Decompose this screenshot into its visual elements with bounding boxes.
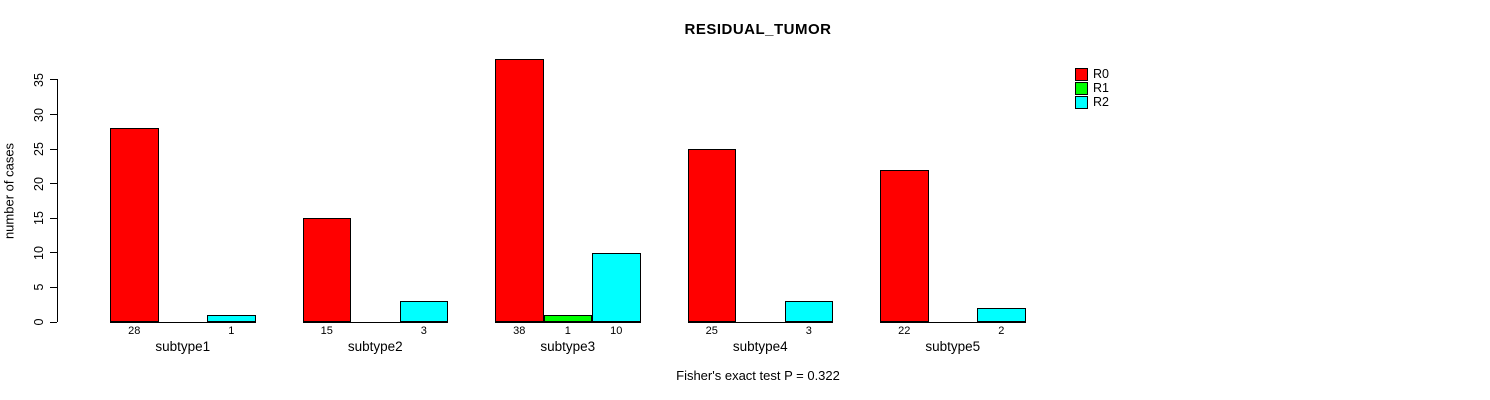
x-category-label: subtype3	[540, 339, 596, 354]
bar-value-label: 38	[513, 324, 526, 337]
bar-value-label: 1	[228, 324, 235, 337]
bar-value-label: 3	[805, 324, 812, 337]
chart-title: RESIDUAL_TUMOR	[684, 21, 832, 38]
y-tick	[50, 252, 57, 254]
bar-value-label: 2	[998, 324, 1005, 337]
legend-swatch-r2	[1075, 95, 1088, 109]
legend-item-r0: R0	[1075, 67, 1109, 81]
bar-value-label: 25	[705, 324, 718, 337]
y-tick	[50, 183, 57, 185]
bar-value-label: 1	[564, 324, 571, 337]
y-tick	[50, 217, 57, 219]
y-tick	[50, 79, 57, 81]
group-baseline	[110, 321, 256, 323]
bar-value-label: 10	[610, 324, 623, 337]
bar-value-label: 15	[320, 324, 333, 337]
y-axis-line	[57, 79, 58, 323]
legend-label: R0	[1093, 66, 1109, 81]
x-category-label: subtype5	[925, 339, 981, 354]
bar-r0-subtype4	[687, 149, 736, 322]
group-baseline	[687, 321, 833, 323]
bar-r2-subtype5	[977, 308, 1026, 322]
bar-r0-subtype5	[880, 169, 929, 322]
legend-item-r2: R2	[1075, 95, 1109, 109]
legend-swatch-r0	[1075, 67, 1088, 81]
bar-r1-subtype3	[543, 315, 592, 322]
bar-value-label: 3	[420, 324, 427, 337]
legend-label: R1	[1093, 80, 1109, 95]
bar-r0-subtype3	[495, 59, 544, 322]
bar-r0-subtype2	[302, 218, 351, 322]
bar-r2-subtype2	[399, 301, 448, 322]
group-baseline	[302, 321, 448, 323]
group-baseline	[880, 321, 1026, 323]
bar-r2-subtype3	[592, 252, 641, 322]
legend-swatch-r1	[1075, 81, 1088, 95]
x-category-label: subtype2	[347, 339, 403, 354]
x-category-label: subtype4	[732, 339, 788, 354]
bar-value-label: 28	[128, 324, 141, 337]
y-tick	[50, 148, 57, 150]
legend-label: R2	[1093, 94, 1109, 109]
legend-item-r1: R1	[1075, 81, 1109, 95]
footnote: Fisher's exact test P = 0.322	[676, 368, 840, 383]
bar-r0-subtype1	[110, 128, 159, 322]
y-tick	[50, 114, 57, 116]
y-tick	[50, 321, 57, 323]
group-baseline	[495, 321, 641, 323]
bar-value-label: 22	[898, 324, 911, 337]
y-tick	[50, 286, 57, 288]
bar-r2-subtype4	[784, 301, 833, 322]
bar-r2-subtype1	[207, 315, 256, 322]
x-category-label: subtype1	[155, 339, 211, 354]
